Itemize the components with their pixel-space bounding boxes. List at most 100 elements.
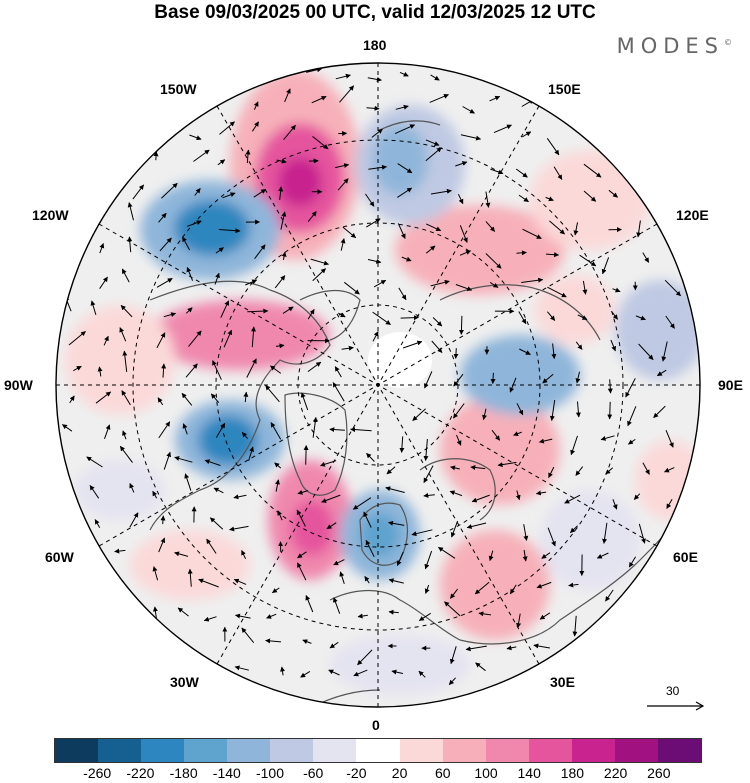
wind-vector — [160, 515, 166, 525]
wind-vector — [132, 184, 144, 200]
wind-vector — [388, 520, 405, 526]
anomaly-negative-siberia — [460, 335, 580, 415]
wind-vector — [184, 473, 192, 491]
wind-vector — [340, 238, 346, 251]
wind-vector — [460, 134, 482, 141]
wind-vector — [424, 371, 433, 389]
wind-vector — [269, 365, 282, 374]
wind-vector — [158, 537, 166, 553]
legend-tick-label: -220 — [126, 765, 155, 781]
wind-vector — [638, 343, 654, 360]
wind-vector — [664, 467, 675, 473]
legend-swatch — [657, 739, 701, 762]
legend-swatch — [399, 739, 443, 762]
wind-vector — [333, 559, 345, 566]
wind-vector — [156, 277, 173, 288]
wind-vector — [372, 331, 379, 342]
wind-vector — [575, 466, 584, 476]
wind-vector — [399, 436, 405, 453]
wind-vector — [364, 193, 375, 207]
reference-vector: 30 — [640, 684, 710, 714]
wind-vector — [570, 435, 578, 456]
wind-vector — [425, 223, 442, 232]
wind-vector — [635, 315, 646, 321]
wind-vector — [233, 578, 247, 585]
wind-vector — [73, 365, 82, 372]
legend-tick-label: -140 — [212, 765, 241, 781]
wind-vector — [312, 416, 318, 438]
wind-vector — [545, 196, 554, 202]
wind-vector — [280, 211, 287, 230]
wind-vector — [337, 178, 349, 191]
wind-vector — [159, 237, 172, 252]
wind-vector — [394, 124, 416, 135]
wind-vector — [575, 401, 581, 418]
wind-vector — [209, 517, 224, 530]
wind-vector — [300, 392, 309, 411]
wind-vector — [490, 168, 504, 175]
wind-vector — [198, 578, 219, 588]
wind-vector — [429, 94, 449, 103]
wind-vector — [350, 427, 372, 433]
wind-vector — [627, 438, 636, 445]
wind-vector — [522, 549, 528, 562]
wind-vector — [395, 104, 409, 110]
wind-vector — [329, 641, 339, 649]
wind-vector — [431, 340, 443, 353]
wind-vector — [185, 307, 193, 314]
legend-swatch — [356, 739, 400, 762]
wind-vector — [399, 71, 409, 77]
wind-vector — [628, 556, 637, 568]
wind-vector — [642, 252, 650, 263]
wind-vector — [516, 613, 522, 629]
wind-vector — [459, 250, 472, 256]
wind-vector — [274, 275, 286, 289]
wind-vector — [95, 391, 112, 404]
wind-vector — [194, 188, 201, 196]
wind-vector — [366, 218, 381, 228]
wind-vector — [220, 300, 230, 318]
wind-vector — [218, 228, 241, 234]
legend-tick-label: -100 — [255, 765, 285, 781]
wind-vector — [625, 378, 636, 398]
wind-vector — [251, 121, 260, 132]
legend-tick-label: -260 — [83, 765, 112, 781]
wind-vector — [575, 371, 581, 384]
lon-label-90w: 90W — [4, 377, 33, 393]
brand-name: MODES — [616, 34, 724, 58]
wind-vector — [642, 462, 650, 475]
legend-swatch — [571, 739, 615, 762]
wind-vector — [353, 669, 368, 677]
wind-vector — [478, 611, 492, 617]
wind-vector — [459, 225, 468, 243]
wind-vector — [306, 67, 323, 73]
wind-vector — [665, 430, 674, 448]
wind-vector — [627, 406, 637, 427]
wind-vector — [104, 424, 111, 439]
wind-vector — [523, 524, 529, 541]
wind-vector — [449, 646, 457, 665]
wind-vector — [364, 575, 370, 584]
legend-tick-label: 140 — [517, 765, 541, 781]
reference-vector-value: 30 — [666, 684, 680, 698]
wind-vector — [455, 284, 473, 292]
anomaly-negative-atlantic-south — [75, 460, 165, 520]
wind-vector — [573, 222, 579, 236]
wind-vector — [430, 279, 450, 287]
wind-vector — [549, 400, 556, 421]
wind-vector — [182, 236, 191, 251]
wind-vector — [334, 163, 350, 169]
wind-vector — [539, 612, 551, 620]
wind-vector — [601, 257, 610, 275]
legend-swatch — [270, 739, 314, 762]
wind-vector — [493, 124, 512, 134]
wind-vector — [611, 311, 618, 320]
wind-vector — [341, 345, 354, 351]
lon-label-0: 0 — [372, 717, 380, 733]
wind-vector — [90, 300, 97, 316]
wind-vector — [485, 191, 491, 208]
wind-vector — [450, 588, 458, 599]
wind-vector — [564, 494, 581, 504]
wind-vector — [86, 456, 103, 468]
wind-vector — [335, 73, 351, 80]
